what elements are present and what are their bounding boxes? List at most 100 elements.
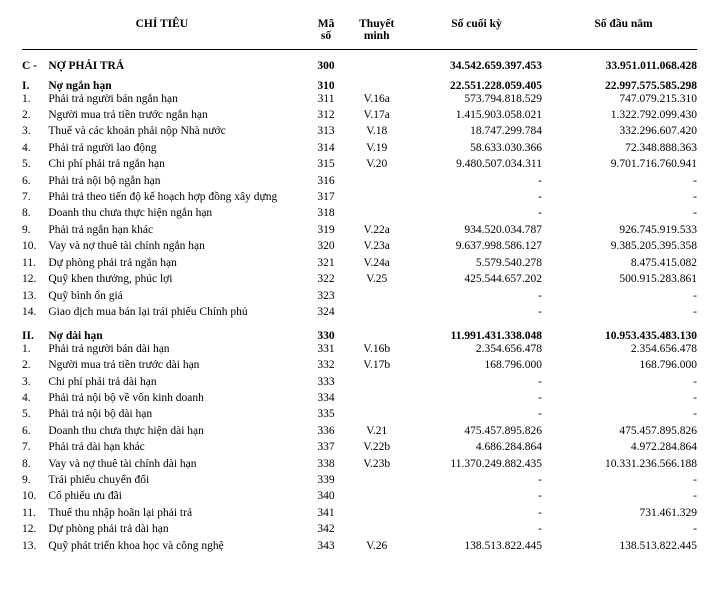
table-row: 13.Quỹ bình ổn giá323--	[22, 290, 697, 302]
row-code: 338	[302, 458, 351, 470]
col-header-code-l2: số	[302, 30, 351, 48]
row-code: 341	[302, 507, 351, 519]
row-label: Phải trả theo tiến độ kế hoạch hợp đồng …	[48, 191, 301, 203]
row-begin-amount: 500.915.283.861	[550, 273, 697, 285]
row-num: 14.	[22, 306, 48, 318]
row-note: V.20	[350, 158, 403, 170]
row-begin-amount: 926.745.919.533	[550, 224, 697, 236]
table-row: 1.Phải trả người bán dài hạn331V.16b2.35…	[22, 343, 697, 355]
table-row: 3.Thuế và các khoản phải nộp Nhà nước313…	[22, 125, 697, 137]
row-code: 342	[302, 523, 351, 535]
table-row: 12.Quỹ khen thưởng, phúc lợi322V.25425.5…	[22, 273, 697, 285]
row-num: 13.	[22, 540, 48, 552]
row-code: 334	[302, 392, 351, 404]
row-code: 339	[302, 474, 351, 486]
col-header-begin: Số đầu năm	[550, 14, 697, 49]
group-1-begin: 22.997.575.585.298	[550, 80, 697, 92]
row-code: 322	[302, 273, 351, 285]
row-begin-amount: 1.322.792.099.430	[550, 109, 697, 121]
row-code: 317	[302, 191, 351, 203]
row-note: V.16b	[350, 343, 403, 355]
row-code: 315	[302, 158, 351, 170]
table-row: 5.Phải trả nội bộ dài hạn335--	[22, 408, 697, 420]
row-num: 3.	[22, 125, 48, 137]
row-note: V.23a	[350, 240, 403, 252]
row-label: Dự phòng phải trả dài hạn	[48, 523, 301, 535]
table-row: 11.Thuế thu nhập hoãn lại phải trả341-73…	[22, 507, 697, 519]
row-note	[350, 376, 403, 388]
row-end-amount: -	[403, 207, 550, 219]
row-end-amount: 9.480.507.034.311	[403, 158, 550, 170]
row-begin-amount: 9.701.716.760.941	[550, 158, 697, 170]
row-begin-amount: 168.796.000	[550, 359, 697, 371]
row-num: 5.	[22, 408, 48, 420]
row-note: V.18	[350, 125, 403, 137]
table-row: 4.Phải trả nội bộ về vốn kinh doanh334--	[22, 392, 697, 404]
table-row: 6.Phải trả nội bộ ngắn hạn316--	[22, 175, 697, 187]
table-row: 6.Doanh thu chưa thực hiện dài hạn336V.2…	[22, 425, 697, 437]
row-end-amount: 11.370.249.882.435	[403, 458, 550, 470]
row-end-amount: 1.415.903.058.021	[403, 109, 550, 121]
row-label: Thuế thu nhập hoãn lại phải trả	[48, 507, 301, 519]
row-begin-amount: 731.461.329	[550, 507, 697, 519]
row-num: 5.	[22, 158, 48, 170]
row-note	[350, 306, 403, 318]
table-row: 1.Phải trả người bán ngắn hạn311V.16a573…	[22, 93, 697, 105]
row-num: 9.	[22, 474, 48, 486]
row-begin-amount: -	[550, 175, 697, 187]
row-code: 316	[302, 175, 351, 187]
table-row: 2.Người mua trả tiền trước ngắn hạn312V.…	[22, 109, 697, 121]
group-2-code: 330	[302, 330, 351, 342]
row-code: 324	[302, 306, 351, 318]
row-code: 312	[302, 109, 351, 121]
row-label: Phải trả dài hạn khác	[48, 441, 301, 453]
row-end-amount: 138.513.822.445	[403, 540, 550, 552]
row-begin-amount: 747.079.215.310	[550, 93, 697, 105]
row-code: 321	[302, 257, 351, 269]
row-num: 4.	[22, 142, 48, 154]
row-label: Quỹ khen thưởng, phúc lợi	[48, 273, 301, 285]
row-num: 10.	[22, 240, 48, 252]
row-label: Người mua trả tiền trước ngắn hạn	[48, 109, 301, 121]
row-end-amount: -	[403, 175, 550, 187]
row-note	[350, 474, 403, 486]
row-code: 336	[302, 425, 351, 437]
row-label: Dự phòng phải trả ngắn hạn	[48, 257, 301, 269]
section-c-label: NỢ PHẢI TRẢ	[48, 60, 301, 72]
row-note: V.19	[350, 142, 403, 154]
row-note	[350, 207, 403, 219]
row-label: Thuế và các khoản phải nộp Nhà nước	[48, 125, 301, 137]
row-note	[350, 408, 403, 420]
row-begin-amount: 4.972.284.864	[550, 441, 697, 453]
row-begin-amount: 10.331.236.566.188	[550, 458, 697, 470]
row-end-amount: -	[403, 408, 550, 420]
row-label: Quỹ bình ổn giá	[48, 290, 301, 302]
row-code: 311	[302, 93, 351, 105]
row-num: 2.	[22, 109, 48, 121]
row-begin-amount: 475.457.895.826	[550, 425, 697, 437]
row-label: Giao dịch mua bán lại trái phiếu Chính p…	[48, 306, 301, 318]
row-code: 340	[302, 490, 351, 502]
section-c-num: C -	[22, 60, 48, 72]
table-row: 8.Doanh thu chưa thực hiện ngắn hạn318--	[22, 207, 697, 219]
row-end-amount: 5.579.540.278	[403, 257, 550, 269]
row-code: 319	[302, 224, 351, 236]
row-note	[350, 392, 403, 404]
row-end-amount: -	[403, 490, 550, 502]
col-header-note-l1: Thuyết	[350, 14, 403, 30]
row-num: 3.	[22, 376, 48, 388]
row-code: 335	[302, 408, 351, 420]
row-label: Quỹ phát triển khoa học và công nghệ	[48, 540, 301, 552]
table-row: 11.Dự phòng phải trả ngắn hạn321V.24a5.5…	[22, 257, 697, 269]
row-note	[350, 191, 403, 203]
row-note: V.17a	[350, 109, 403, 121]
row-end-amount: 168.796.000	[403, 359, 550, 371]
row-note: V.21	[350, 425, 403, 437]
row-code: 318	[302, 207, 351, 219]
table-row: 10.Cổ phiếu ưu đãi340--	[22, 490, 697, 502]
row-code: 314	[302, 142, 351, 154]
section-c-code: 300	[302, 60, 351, 72]
row-code: 333	[302, 376, 351, 388]
row-note: V.25	[350, 273, 403, 285]
row-end-amount: -	[403, 290, 550, 302]
